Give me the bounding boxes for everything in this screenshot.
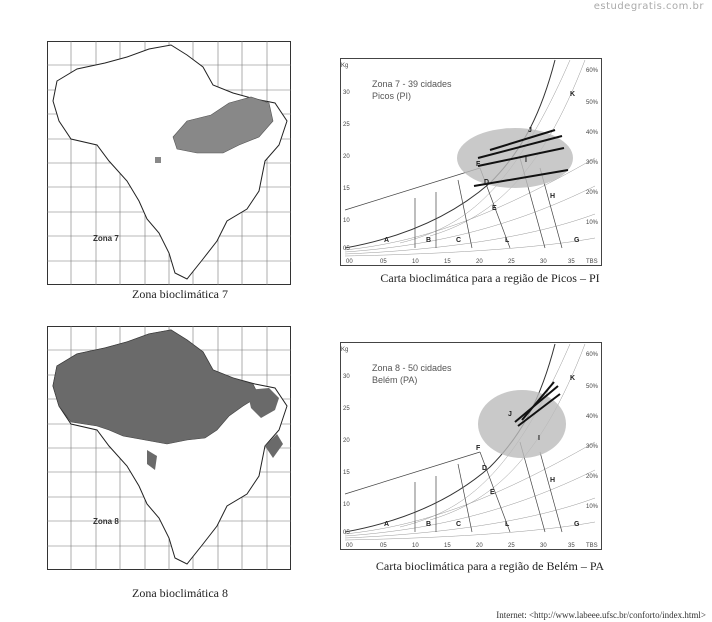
chart-label: G: [574, 237, 580, 244]
chart-label: K: [570, 91, 575, 98]
chart-label: C: [456, 237, 461, 244]
chart-label: J: [508, 411, 512, 418]
map-caption-8: Zona bioclimática 8: [132, 586, 228, 600]
chart-label: 15: [444, 543, 451, 549]
chart-label: 05: [343, 530, 350, 536]
source-citation: Internet: <http://www.labeee.ufsc.br/con…: [496, 610, 706, 620]
chart-label: 15: [343, 186, 350, 192]
chart-label: 60%: [586, 68, 599, 74]
chart-label: 30: [540, 543, 547, 549]
bioclimatic-chart-belem: Kg Zona 8 - 50 cidades Belém (PA) A B C …: [340, 342, 602, 550]
chart-label: 05: [343, 246, 350, 252]
chart-label: 05: [380, 259, 387, 265]
chart-label: 10: [343, 218, 350, 224]
chart-label: G: [574, 521, 580, 528]
chart-overlay-city: Belém (PA): [372, 375, 417, 385]
chart-label: 10: [412, 259, 419, 265]
y-left-label: Kg: [341, 63, 348, 69]
chart-label: K: [570, 375, 575, 382]
chart-label: 35: [568, 543, 575, 549]
map-zone-label: Zona 7: [93, 234, 119, 243]
chart-caption-belem: Carta bioclimática para a região de Belé…: [375, 559, 605, 573]
chart-label: 30: [343, 90, 350, 96]
chart-label: 10: [343, 502, 350, 508]
x-axis-ticks: 00 05 10 15 20 25 30 35 TBS: [346, 543, 598, 549]
chart-label: 30%: [586, 444, 599, 450]
chart-label: I: [538, 435, 540, 442]
chart-label: 40%: [586, 414, 599, 420]
map-zona-7: Zona 7: [47, 41, 291, 285]
chart-label: 30: [343, 374, 350, 380]
chart-label: 50%: [586, 384, 599, 390]
chart-label: 25: [343, 122, 350, 128]
chart-label: 10%: [586, 220, 599, 226]
chart-label: 00: [346, 259, 353, 265]
chart-label: 20%: [586, 190, 599, 196]
chart-label: 05: [380, 543, 387, 549]
chart-label: E: [490, 489, 495, 496]
site-watermark: estudegratis.com.br: [593, 1, 704, 12]
chart-label: A: [384, 237, 389, 244]
zone-8-region: [52, 329, 260, 445]
chart-label: J: [528, 127, 532, 134]
chart-label: 20: [476, 543, 483, 549]
bioclimatic-chart-picos: Kg Zona 7 - 39 cidades Picos (PI) A B C …: [340, 58, 602, 266]
chart-label: L: [505, 521, 510, 528]
chart-overlay-title: Zona 7 - 39 cidades: [372, 79, 452, 89]
chart-label: B: [426, 521, 431, 528]
chart-label: E: [492, 205, 497, 212]
chart-label: 20%: [586, 474, 599, 480]
chart-label: 35: [568, 259, 575, 265]
chart-label: 00: [346, 543, 353, 549]
map-zone-label: Zona 8: [93, 517, 119, 526]
chart-label: 25: [508, 259, 515, 265]
y-left-ticks: 30 25 20 15 10 05: [343, 90, 350, 252]
chart-label: I: [525, 157, 527, 164]
chart-label: 20: [343, 438, 350, 444]
chart-label: 30%: [586, 160, 599, 166]
chart-label: D: [484, 179, 489, 186]
chart-label: 20: [476, 259, 483, 265]
y-right-ticks: 60% 50% 40% 30% 20% 10%: [586, 68, 599, 226]
chart-label: 20: [343, 154, 350, 160]
chart-label: 25: [343, 406, 350, 412]
chart-label: 50%: [586, 100, 599, 106]
chart-label: L: [505, 237, 510, 244]
chart-caption-picos: Carta bioclimática para a região de Pico…: [380, 271, 600, 285]
chart-label: 10: [412, 543, 419, 549]
chart-label: A: [384, 521, 389, 528]
chart-label: H: [550, 193, 555, 200]
chart-label: F: [476, 445, 481, 452]
map-caption-7: Zona bioclimática 7: [132, 287, 228, 301]
chart-label: TBS: [586, 259, 598, 265]
chart-label: Kg: [341, 347, 348, 353]
x-axis-ticks: 00 05 10 15 20 25 30 35 TBS: [346, 259, 598, 265]
chart-label: H: [550, 477, 555, 484]
chart-overlay-city: Picos (PI): [372, 91, 411, 101]
chart-label: F: [476, 161, 481, 168]
chart-overlay-title: Zona 8 - 50 cidades: [372, 363, 452, 373]
chart-label: C: [456, 521, 461, 528]
y-left-ticks: 30 25 20 15 10 05: [343, 374, 350, 536]
chart-label: 60%: [586, 352, 599, 358]
zone-7-region: [172, 96, 274, 154]
y-right-ticks: 60% 50% 40% 30% 20% 10%: [586, 352, 599, 510]
chart-label: 25: [508, 543, 515, 549]
chart-label: 10%: [586, 504, 599, 510]
map-zona-8: Zona 8: [47, 326, 291, 570]
chart-label: 30: [540, 259, 547, 265]
chart-label: 40%: [586, 130, 599, 136]
chart-label: D: [482, 465, 487, 472]
chart-label: 15: [343, 470, 350, 476]
chart-label: 15: [444, 259, 451, 265]
chart-label: TBS: [586, 543, 598, 549]
chart-label: B: [426, 237, 431, 244]
